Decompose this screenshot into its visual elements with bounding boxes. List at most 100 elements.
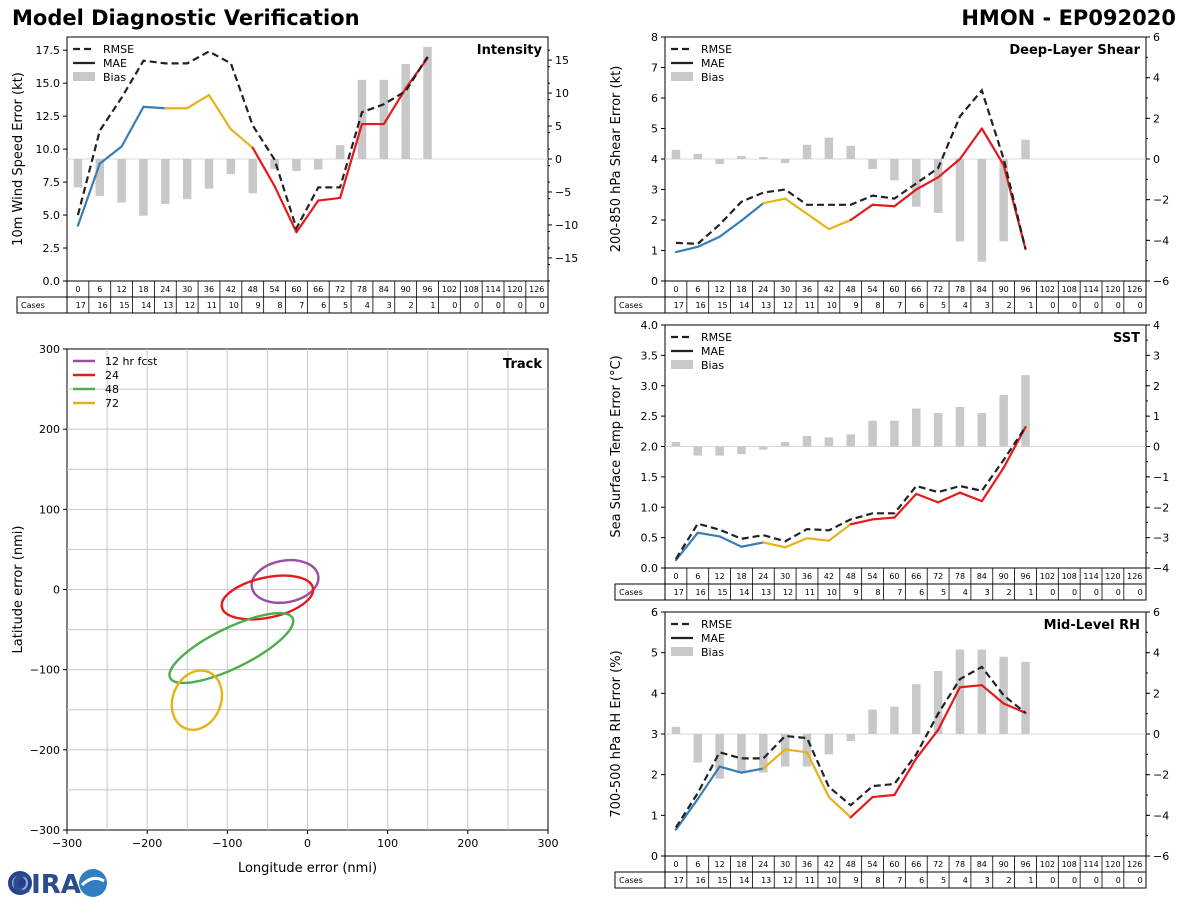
legend-mae-label: MAE [701, 345, 725, 358]
bias-bar [802, 435, 812, 447]
y-tick-label: 1.0 [641, 501, 659, 514]
y-tick-label: 1 [651, 809, 658, 822]
y-tick-label: 8 [651, 31, 658, 44]
mae-segment [762, 748, 787, 770]
forecast-hour: 24 [758, 572, 768, 581]
case-count: 4 [365, 301, 370, 310]
y-tick-label: 6 [651, 92, 658, 105]
mae-segment [805, 537, 830, 542]
forecast-hour: 6 [695, 572, 700, 581]
mae-segment [740, 767, 765, 774]
x-tick-label: 200 [457, 837, 478, 850]
globe-icon [8, 871, 32, 895]
bias-bar [401, 64, 410, 159]
bias-bar [824, 137, 834, 159]
error-ellipse [170, 669, 224, 731]
legend-bias-label: Bias [701, 646, 724, 659]
forecast-hour: 6 [695, 860, 700, 869]
mae-segment [1002, 702, 1027, 714]
case-count: 7 [897, 301, 902, 310]
forecast-hour: 72 [933, 572, 943, 581]
case-count: 0 [1050, 588, 1055, 597]
forecast-hour: 78 [955, 860, 965, 869]
y2-tick-label: 0 [1153, 441, 1160, 454]
mae-segment [142, 105, 167, 110]
bias-bar [335, 145, 345, 159]
forecast-hour: 96 [422, 285, 432, 294]
mae-segment [784, 197, 809, 215]
case-count: 12 [783, 588, 793, 597]
case-count: 1 [430, 301, 435, 310]
forecast-hour: 18 [736, 572, 746, 581]
bias-bar [759, 734, 768, 773]
case-count: 7 [299, 301, 304, 310]
forecast-hour: 42 [226, 285, 236, 294]
y-tick-label: 3 [651, 728, 658, 741]
case-count: 3 [985, 301, 990, 310]
bias-bar [912, 159, 921, 207]
case-count: 10 [229, 301, 239, 310]
panel-title: SST [1113, 331, 1140, 346]
cases-label: Cases [619, 588, 643, 597]
case-count: 0 [1116, 301, 1121, 310]
forecast-hour: 54 [867, 860, 877, 869]
forecast-hour: 30 [182, 285, 192, 294]
forecast-hour: 114 [1083, 285, 1098, 294]
bias-bar [693, 446, 703, 456]
bias-bar [890, 159, 899, 181]
y2-tick-label: 6 [1153, 606, 1160, 619]
y-tick-label: 2.0 [641, 441, 659, 454]
bias-bar [780, 441, 790, 447]
mae-segment [339, 122, 364, 200]
case-count: 5 [941, 588, 946, 597]
cases-row [614, 296, 1147, 314]
x-tick-label: −300 [52, 837, 82, 850]
y-tick-label: 4 [651, 153, 658, 166]
mae-segment [76, 162, 101, 227]
case-count: 9 [854, 876, 859, 885]
case-count: 1 [1028, 301, 1033, 310]
y-tick-label: 2.5 [43, 242, 61, 255]
forecast-hour: 0 [673, 572, 678, 581]
y2-tick-label: 2 [1153, 380, 1160, 393]
bias-bar [693, 734, 703, 763]
cira-logo: CIRA [8, 869, 107, 900]
mae-segment [273, 184, 298, 234]
case-count: 0 [1116, 588, 1121, 597]
forecast-hour: 126 [529, 285, 544, 294]
forecast-hour: 72 [335, 285, 345, 294]
cases-label: Cases [619, 876, 643, 885]
mae-segment [317, 196, 342, 202]
bias-bar [95, 159, 105, 196]
forecast-hour: 120 [1105, 860, 1120, 869]
case-count: 11 [805, 876, 815, 885]
forecast-hour: 108 [1062, 572, 1077, 581]
forecast-hour: 42 [824, 572, 834, 581]
forecast-hour: 36 [802, 285, 812, 294]
mae-segment [849, 203, 874, 222]
panel-title: Mid-Level RH [1044, 618, 1140, 633]
bias-bar [671, 726, 681, 734]
forecast-hour: 36 [802, 572, 812, 581]
y-axis-label: Latitude error (nmi) [11, 526, 26, 654]
forecast-hour: 108 [1062, 285, 1077, 294]
bias-bar [890, 706, 899, 734]
forecast-hour: 42 [824, 860, 834, 869]
case-count: 0 [1050, 301, 1055, 310]
forecast-hour: 120 [1105, 572, 1120, 581]
case-count: 0 [1138, 301, 1143, 310]
forecast-hour: 60 [889, 572, 899, 581]
case-count: 0 [540, 301, 545, 310]
case-count: 17 [674, 876, 684, 885]
mae-segment [404, 57, 429, 90]
y-tick-label: 5.0 [43, 209, 61, 222]
case-count: 13 [761, 876, 771, 885]
forecast-hour: 84 [379, 285, 389, 294]
bias-bar [890, 420, 899, 447]
y2-tick-label: −3 [1153, 532, 1169, 545]
bias-bar [693, 153, 703, 159]
legend-label: 48 [105, 383, 119, 396]
forecast-hour: 84 [977, 285, 987, 294]
forecast-hour: 6 [695, 285, 700, 294]
case-count: 3 [387, 301, 392, 310]
